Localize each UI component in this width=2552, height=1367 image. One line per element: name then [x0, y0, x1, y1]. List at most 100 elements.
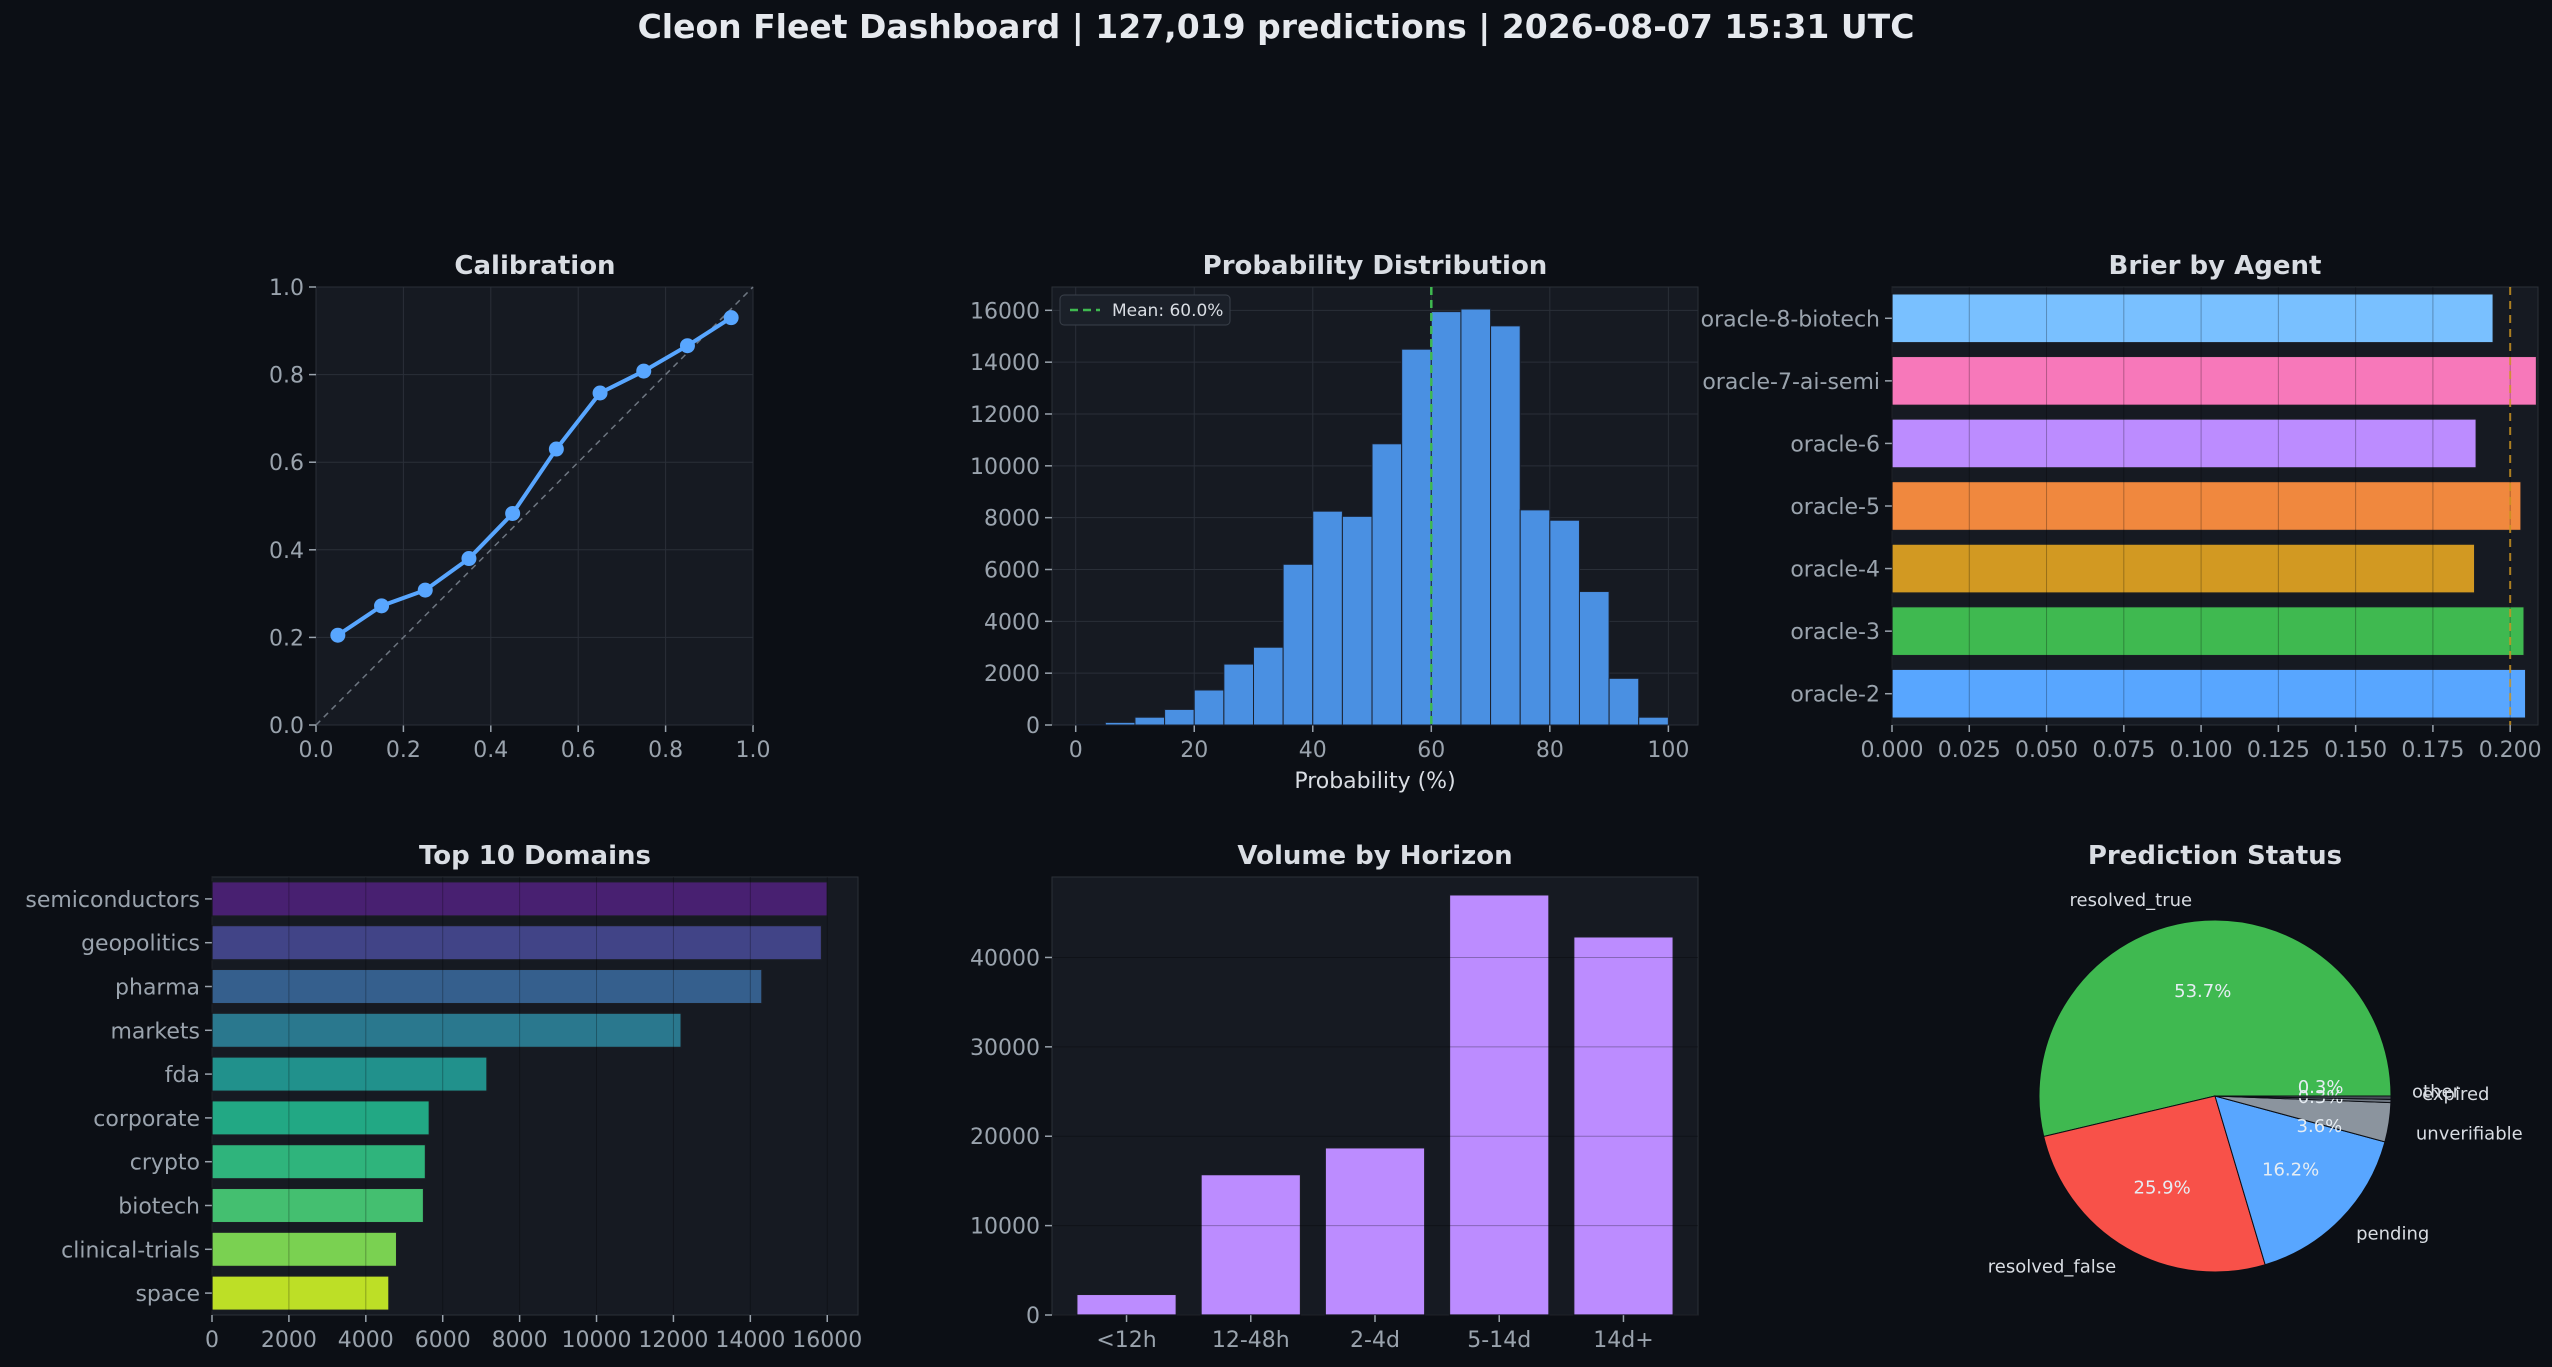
- calibration-point: [636, 363, 652, 379]
- probability-bar: [1430, 311, 1462, 726]
- horizon-ytick-label: 10000: [970, 1215, 1040, 1240]
- horizon-bar: [1076, 1293, 1177, 1316]
- probability-xtick-label: 0: [1069, 738, 1083, 763]
- probability-bar: [1578, 591, 1610, 726]
- probability-bar: [1134, 716, 1166, 726]
- brier-category-label: oracle-7-ai-semi: [1702, 370, 1880, 395]
- probability-bar: [1490, 325, 1521, 726]
- domains-category-label: fda: [165, 1063, 200, 1088]
- domains-xtick-label: 6000: [415, 1328, 471, 1353]
- calibration-xtick-label: 0.4: [473, 738, 508, 763]
- domains-xtick-label: 16000: [792, 1328, 862, 1353]
- probability-bar: [1253, 646, 1284, 726]
- pie-slice-percent: 0.3%: [2298, 1077, 2344, 1098]
- calibration-point: [548, 441, 564, 457]
- brier-bar: [1891, 355, 2538, 406]
- calibration-point: [679, 338, 695, 354]
- probability-bar: [1638, 716, 1669, 726]
- horizon-ytick-label: 40000: [970, 946, 1040, 971]
- brier-category-label: oracle-6: [1790, 432, 1880, 457]
- horizon-category-label: 5-14d: [1467, 1328, 1531, 1353]
- domains-xtick-label: 4000: [338, 1328, 394, 1353]
- dashboard-title: Cleon Fleet Dashboard | 127,019 predicti…: [638, 7, 1915, 46]
- brier-bar: [1891, 668, 2527, 719]
- probability-ytick-label: 12000: [970, 403, 1040, 428]
- calibration-chart: Calibration 0.0 0.2 0.4 0.6 0.8 1.0 0.0 0.2 0.4 0…: [269, 251, 771, 763]
- probability-xtick-label: 40: [1299, 738, 1327, 763]
- probability-bar: [1608, 677, 1640, 726]
- pie-slice-percent: 53.7%: [2174, 981, 2231, 1002]
- probability-bar: [1341, 515, 1373, 726]
- probability-bar: [1075, 723, 1106, 726]
- prediction-status-chart: Prediction Status resolved_true 53.7% reso…: [1988, 841, 2523, 1278]
- domains-category-label: crypto: [130, 1151, 200, 1176]
- horizon-ytick-label: 30000: [970, 1036, 1040, 1061]
- pie-slice-label: expired: [2422, 1084, 2489, 1105]
- top-domains-chart: Top 10 Domains 0 2000 4000 6000 8000 10000 120…: [25, 841, 862, 1353]
- pie-slice-label: other: [2412, 1082, 2461, 1103]
- brier-bar: [1891, 418, 2477, 469]
- horizon-category-label: 14d+: [1593, 1328, 1653, 1353]
- pie-slice-label: pending: [2356, 1224, 2429, 1245]
- probability-ytick-label: 6000: [984, 558, 1040, 583]
- probability-xtick-label: 60: [1417, 738, 1445, 763]
- domains-category-label: geopolitics: [81, 932, 200, 957]
- domains-category-label: semiconductors: [25, 888, 200, 913]
- pie-slice-label: resolved_true: [2070, 890, 2193, 911]
- horizon-bar: [1448, 894, 1550, 1316]
- volume-by-horizon-chart: Volume by Horizon 0 10000 20000 30000 40000 <…: [970, 841, 1699, 1353]
- brier-xtick-label: 0.025: [1938, 738, 2001, 763]
- calibration-point: [374, 598, 390, 614]
- brier-category-label: oracle-3: [1790, 620, 1880, 645]
- brier-category-label: oracle-4: [1790, 558, 1880, 583]
- calibration-reference-diagonal: [315, 286, 754, 726]
- brier-bar: [1891, 543, 2476, 594]
- calibration-ytick-label: 0.0: [269, 714, 304, 739]
- horizon-bar: [1573, 936, 1674, 1316]
- horizon-category-label: 2-4d: [1350, 1328, 1400, 1353]
- domains-xtick-label: 10000: [562, 1328, 632, 1353]
- domains-category-label: pharma: [115, 976, 200, 1001]
- brier-xtick-label: 0.100: [2170, 738, 2233, 763]
- domains-xtick-label: 0: [205, 1328, 219, 1353]
- brier-by-agent-chart: Brier by Agent 0.000 0.025 0.050 0.075 0.100…: [1701, 251, 2542, 763]
- brier-category-label: oracle-2: [1790, 683, 1880, 708]
- calibration-series-line: [336, 315, 733, 637]
- probability-ytick-label: 14000: [970, 351, 1040, 376]
- probability-ytick-label: 2000: [984, 662, 1040, 687]
- domains-bar: [211, 1144, 427, 1180]
- brier-category-label: oracle-8-biotech: [1701, 307, 1880, 332]
- calibration-point: [505, 505, 521, 521]
- brier-xtick-label: 0.125: [2247, 738, 2310, 763]
- pie-slice-label: resolved_false: [1988, 1257, 2116, 1278]
- horizon-ytick-label: 0: [1026, 1304, 1040, 1329]
- calibration-xtick-label: 0.0: [299, 738, 334, 763]
- brier-bar: [1891, 480, 2522, 532]
- calibration-xtick-label: 1.0: [736, 738, 771, 763]
- calibration-ytick-label: 0.6: [269, 451, 304, 476]
- probability-bar: [1312, 510, 1343, 726]
- calibration-point: [330, 627, 346, 643]
- probability-xtick-label: 100: [1647, 738, 1689, 763]
- probability-ytick-label: 10000: [970, 455, 1040, 480]
- domains-bar: [211, 1275, 390, 1311]
- pie-slice-percent: 16.2%: [2262, 1160, 2319, 1181]
- probability-xtick-label: 80: [1536, 738, 1564, 763]
- prediction-status-title: Prediction Status: [2088, 841, 2342, 871]
- brier-xtick-label: 0.075: [2092, 738, 2155, 763]
- probability-legend-label: Mean: 60.0%: [1112, 301, 1223, 321]
- pie-slice-percent: 25.9%: [2134, 1177, 2191, 1198]
- probability-bar: [1282, 563, 1314, 726]
- probability-bar: [1401, 348, 1432, 726]
- horizon-category-label: <12h: [1096, 1328, 1156, 1353]
- probability-xlabel: Probability (%): [1294, 769, 1455, 794]
- calibration-point: [723, 310, 739, 326]
- horizon-ytick-label: 20000: [970, 1125, 1040, 1150]
- pie-slice-percent: 3.6%: [2297, 1116, 2343, 1137]
- pie-slice: [2043, 1095, 2266, 1273]
- brier-bar: [1891, 606, 2525, 657]
- domains-category-label: markets: [110, 1019, 200, 1044]
- brier-xtick-label: 0.200: [2479, 738, 2542, 763]
- calibration-ytick-label: 0.8: [269, 364, 304, 389]
